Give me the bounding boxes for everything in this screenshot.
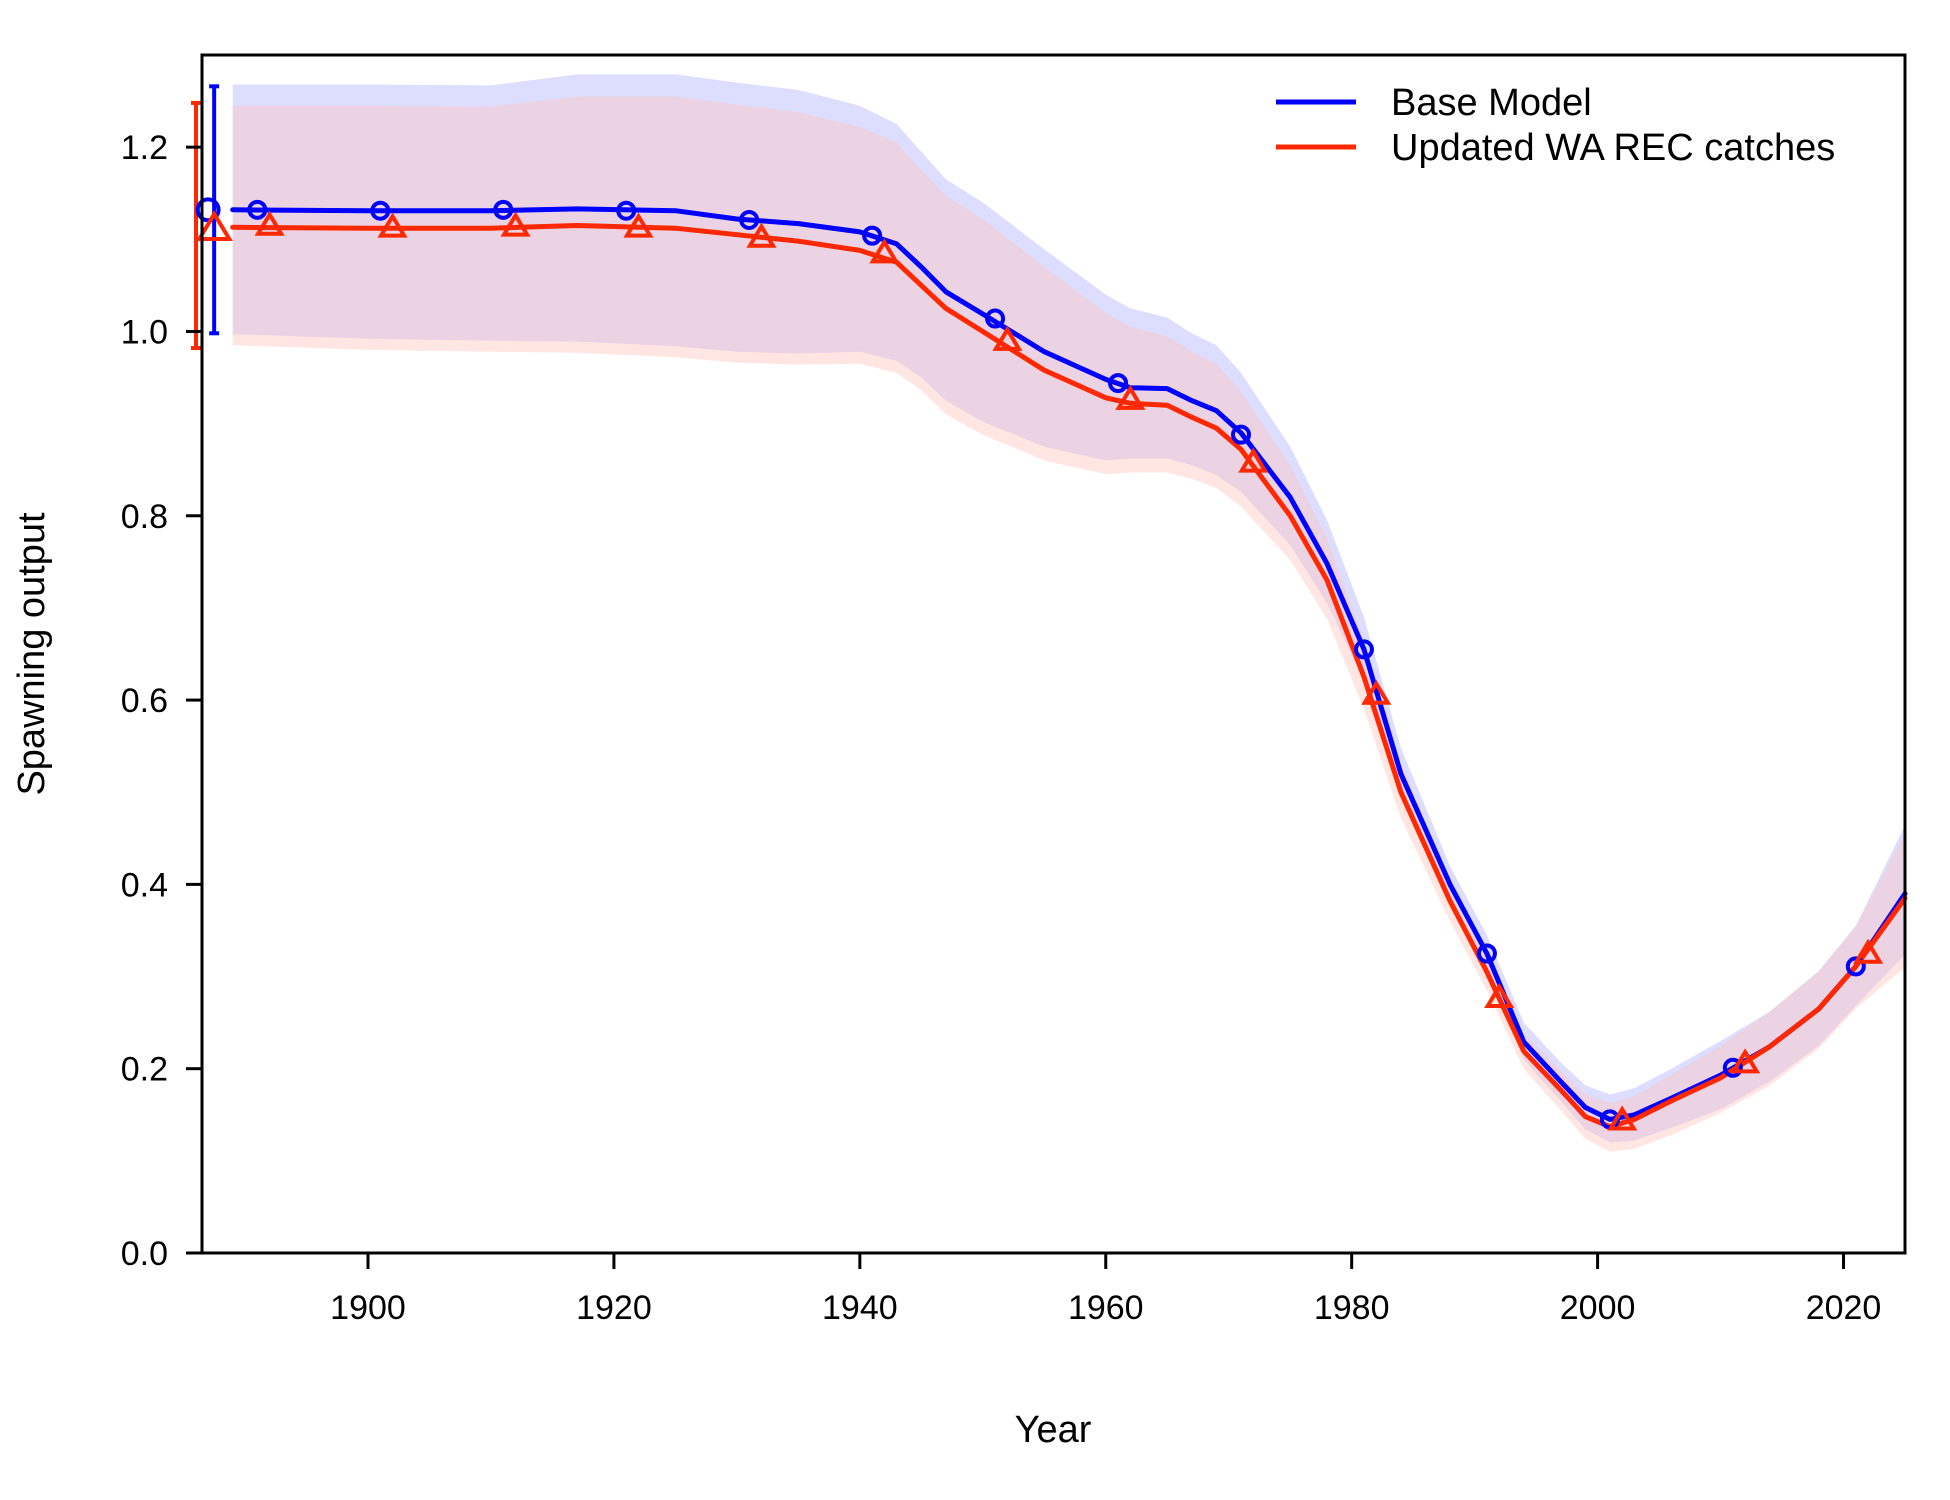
x-axis: 1900 1920 1940 1960 1980 2000 2020 — [330, 1253, 1881, 1327]
x-tick-label: 2000 — [1560, 1289, 1636, 1327]
x-tick-label: 1960 — [1068, 1289, 1144, 1327]
y-tick-label: 0.2 — [121, 1051, 168, 1089]
initial-error-bars — [191, 84, 220, 351]
marker-updated-wa-rec — [1730, 1048, 1761, 1074]
y-tick-label: 0.4 — [121, 866, 168, 904]
marker-base-model — [739, 209, 760, 230]
marker-base-model — [1845, 956, 1866, 977]
marker-base-model — [247, 199, 268, 220]
line-base-model — [230, 206, 1908, 1122]
marker-base-model — [1231, 424, 1252, 445]
marker-base-model — [616, 200, 637, 221]
x-tick-label: 1980 — [1314, 1289, 1390, 1327]
y-axis: 0.0 0.2 0.4 0.6 0.8 1.0 1.2 — [121, 129, 202, 1273]
y-tick-label: 0.8 — [121, 498, 168, 536]
y-tick-label: 1.2 — [121, 129, 168, 167]
marker-updated-wa-rec — [1115, 384, 1146, 410]
y-tick-label: 1.0 — [121, 313, 168, 351]
x-tick-label: 1940 — [822, 1289, 898, 1327]
line-updated-wa-rec — [230, 223, 1908, 1130]
marker-updated-wa-rec — [746, 222, 777, 248]
marker-base-model — [195, 197, 221, 223]
marker-updated-wa-rec — [500, 211, 531, 237]
marker-updated-wa-rec — [1484, 982, 1515, 1008]
x-axis-title: Year — [1015, 1409, 1092, 1451]
marker-updated-wa-rec — [254, 210, 285, 236]
marker-base-model — [862, 225, 883, 246]
x-tick-label: 2020 — [1806, 1289, 1882, 1327]
marker-base-model — [493, 199, 514, 220]
band-base-model — [232, 74, 1906, 1143]
marker-base-model — [1108, 373, 1129, 394]
series-lines — [230, 206, 1908, 1130]
legend: Base Model Updated WA REC catches — [1276, 82, 1835, 169]
marker-updated-wa-rec — [195, 210, 233, 241]
plot-frame — [200, 53, 1907, 1255]
marker-base-model — [1722, 1057, 1743, 1078]
marker-updated-wa-rec — [992, 325, 1023, 351]
legend-label-base-model: Base Model — [1391, 82, 1592, 124]
marker-updated-wa-rec — [869, 238, 900, 264]
marker-updated-wa-rec — [623, 212, 654, 238]
y-tick-label: 0.6 — [121, 682, 168, 720]
y-axis-title: Spawning output — [11, 512, 53, 796]
uncertainty-bands — [232, 74, 1906, 1152]
marker-updated-wa-rec — [377, 212, 408, 238]
y-tick-label: 0.0 — [121, 1235, 168, 1273]
x-tick-label: 1900 — [330, 1289, 406, 1327]
marker-updated-wa-rec — [1361, 679, 1392, 705]
marker-updated-wa-rec — [1853, 938, 1884, 964]
marker-base-model — [985, 308, 1006, 329]
band-updated-wa-rec — [232, 96, 1906, 1152]
marker-base-model — [1476, 943, 1497, 964]
marker-updated-wa-rec — [1607, 1105, 1638, 1131]
x-tick-label: 1920 — [576, 1289, 652, 1327]
series-markers — [195, 197, 1884, 1131]
legend-label-updated-wa-rec: Updated WA REC catches — [1391, 127, 1835, 169]
marker-base-model — [1353, 639, 1374, 660]
marker-updated-wa-rec — [1238, 447, 1269, 473]
marker-base-model — [370, 200, 391, 221]
